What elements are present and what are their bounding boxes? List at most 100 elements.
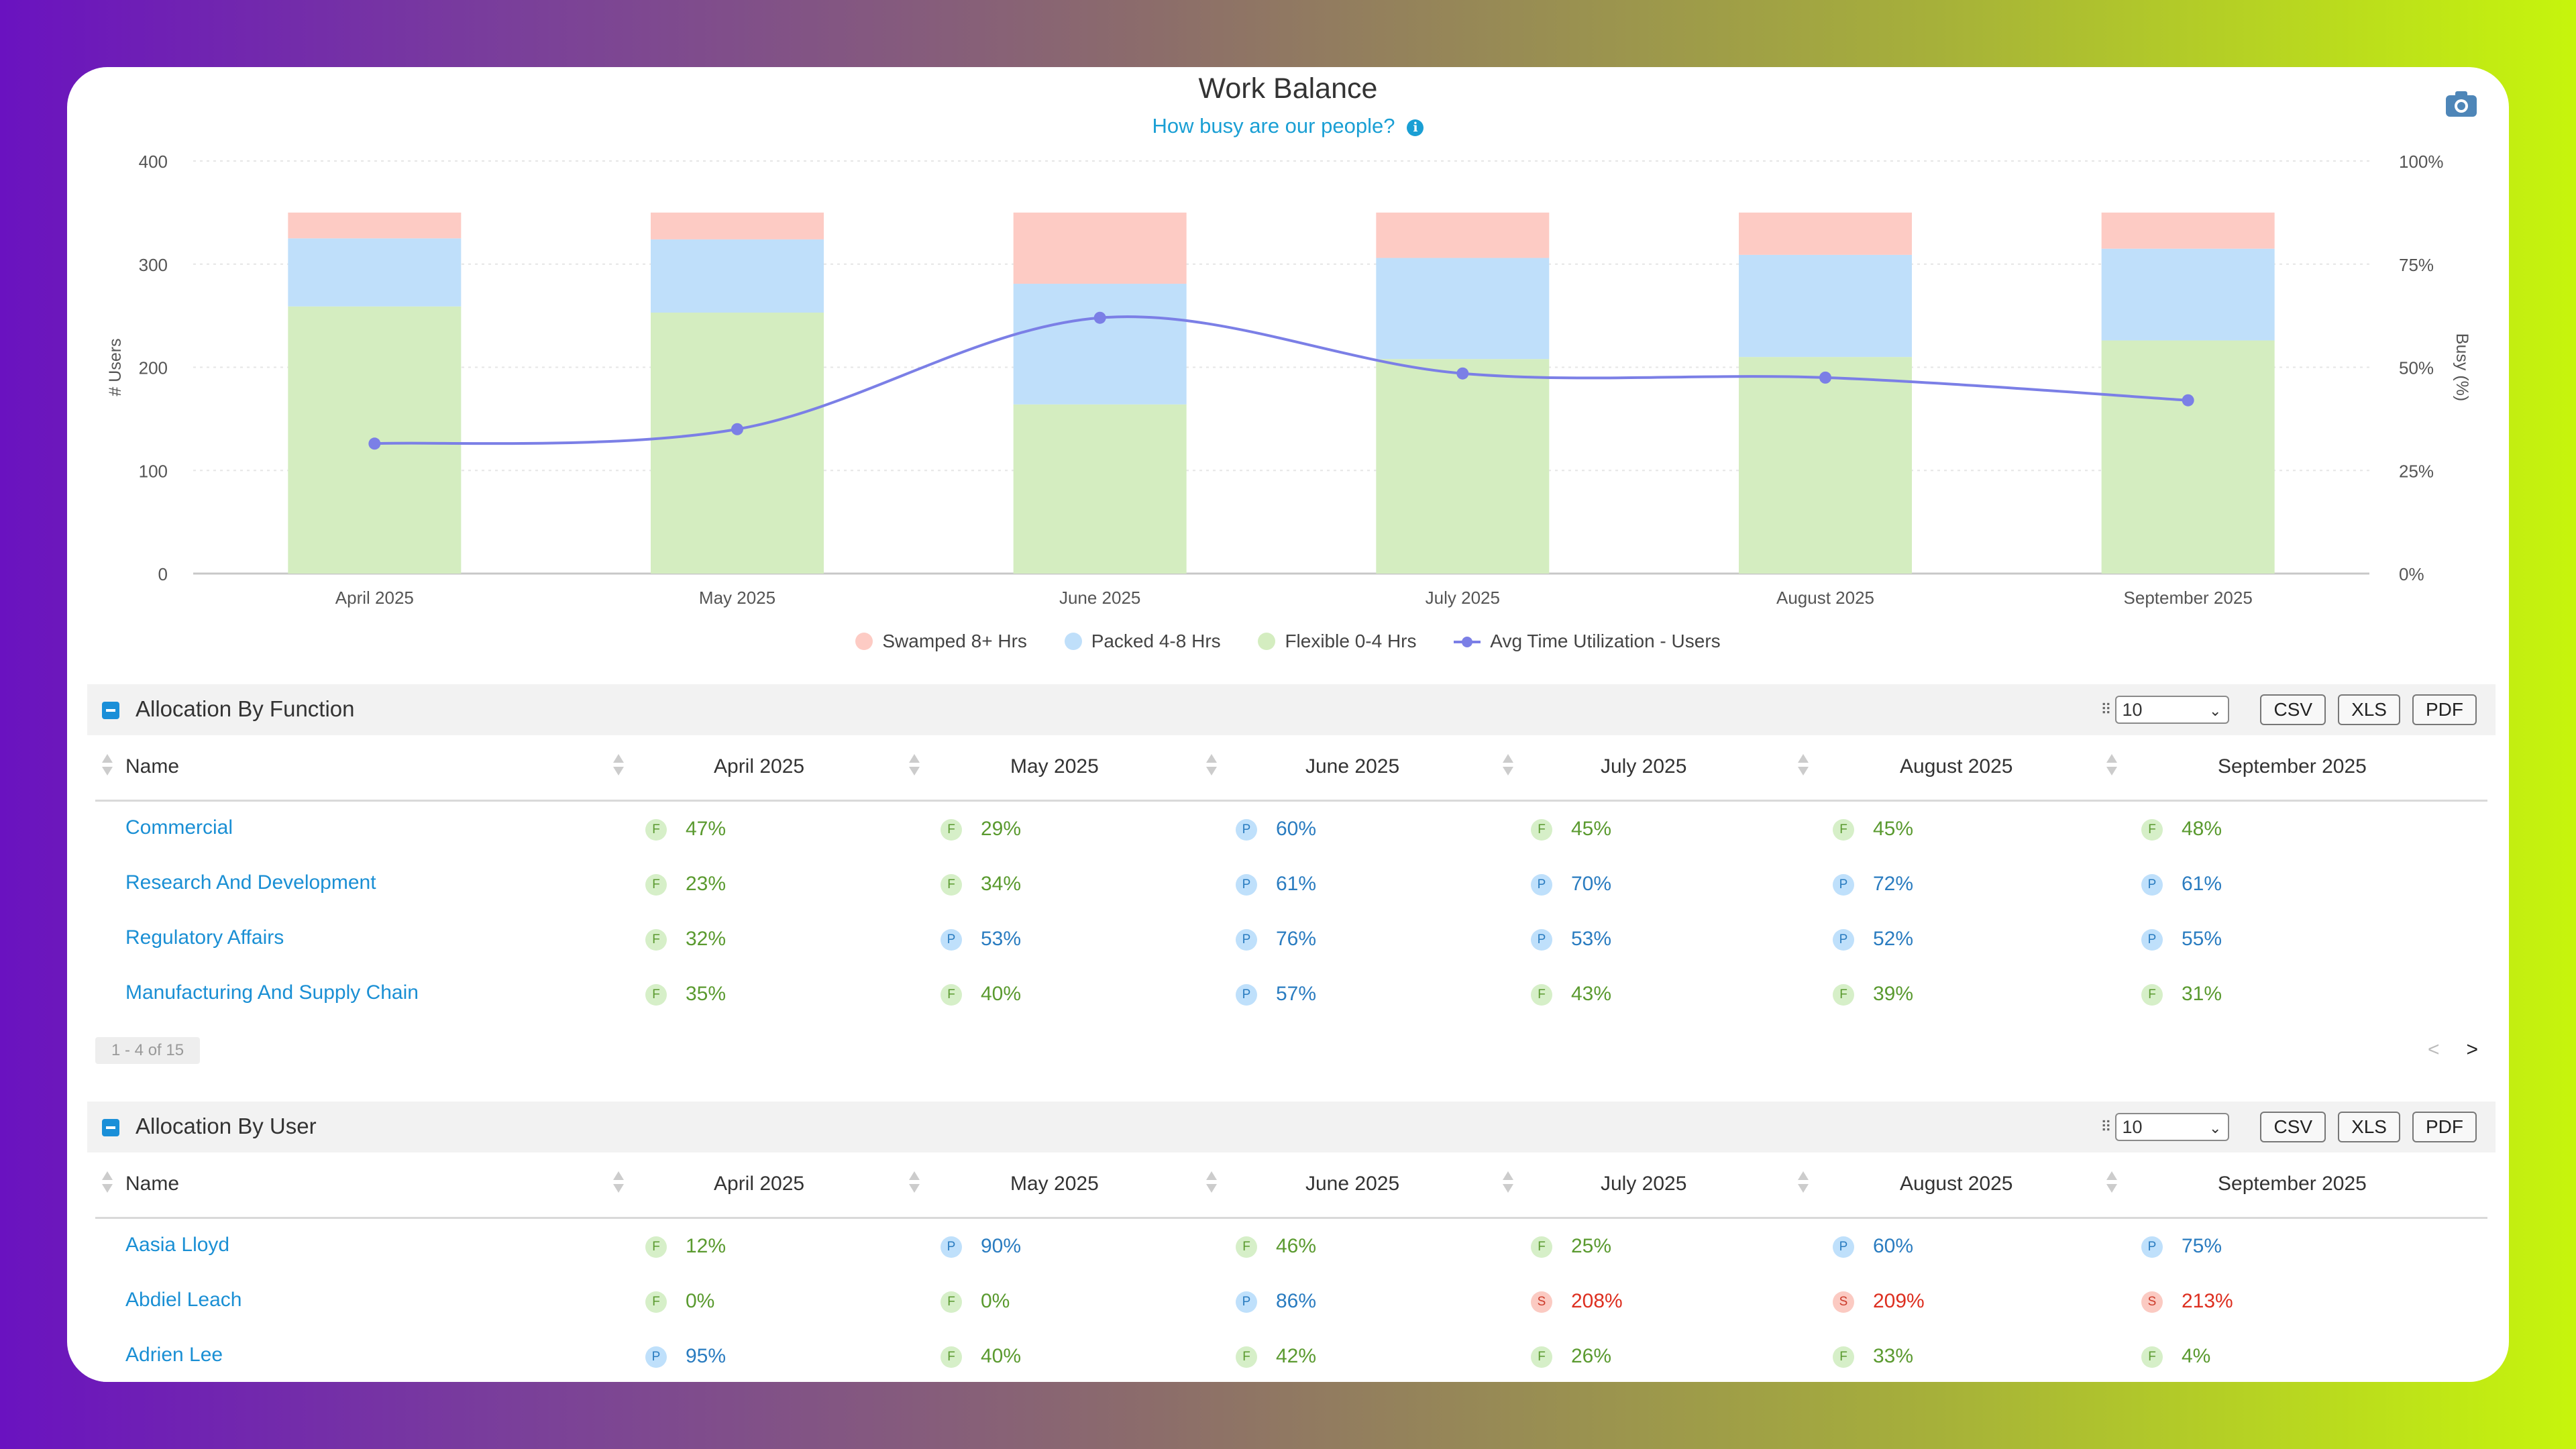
legend-swamped[interactable]: Swamped 8+ Hrs [855, 631, 1027, 652]
sort-icon[interactable] [102, 754, 113, 778]
table-header-row: Name April 2025 May 2025 June 2025 July 2025… [95, 1152, 2487, 1219]
column-header-month[interactable]: May 2025 [1010, 755, 1099, 777]
column-header-month[interactable]: June 2025 [1305, 755, 1400, 777]
column-header-month[interactable]: July 2025 [1601, 755, 1687, 777]
x-tick-label: May 2025 [699, 588, 775, 608]
bar-segment[interactable] [651, 212, 824, 239]
utilization-point[interactable] [1456, 367, 1469, 380]
row-name-link[interactable]: Commercial [125, 816, 233, 839]
column-header-month[interactable]: July 2025 [1601, 1173, 1687, 1195]
chart-subtitle-text[interactable]: How busy are our people? [1152, 114, 1395, 138]
user-pdf-button[interactable]: PDF [2412, 1112, 2477, 1142]
sort-icon[interactable] [1206, 1171, 1217, 1195]
utilization-point[interactable] [1819, 371, 1831, 384]
status-badge: F [645, 929, 667, 951]
status-badge: F [941, 1291, 962, 1313]
legend-flexible-dot [1258, 633, 1276, 650]
utilization-point[interactable] [368, 437, 381, 450]
utilization-point[interactable] [2182, 394, 2194, 407]
sort-icon[interactable] [2106, 754, 2117, 778]
column-header-month[interactable]: August 2025 [1900, 755, 2013, 777]
function-xls-button[interactable]: XLS [2338, 694, 2400, 725]
legend-flexible[interactable]: Flexible 0-4 Hrs [1258, 631, 1417, 652]
chart-legend: Swamped 8+ Hrs Packed 4-8 Hrs Flexible 0… [67, 631, 2509, 652]
function-csv-button[interactable]: CSV [2260, 694, 2326, 725]
sort-icon[interactable] [2106, 1171, 2117, 1195]
legend-avg-label: Avg Time Utilization - Users [1490, 631, 1721, 651]
info-icon[interactable]: i [1407, 119, 1424, 136]
allocation-cell: P 53% [941, 928, 1034, 955]
column-header-month[interactable]: August 2025 [1900, 1173, 2013, 1195]
allocation-cell: F 0% [645, 1290, 739, 1317]
sort-icon[interactable] [1798, 754, 1809, 778]
sort-icon[interactable] [613, 754, 624, 778]
status-badge: F [645, 819, 667, 841]
column-header-name[interactable]: Name [125, 755, 180, 777]
row-name-link[interactable]: Manufacturing And Supply Chain [125, 981, 419, 1004]
status-badge: P [1236, 819, 1257, 841]
sort-icon[interactable] [1206, 754, 1217, 778]
sort-icon[interactable] [102, 1171, 113, 1195]
chevron-down-icon: ⌄ [2209, 702, 2222, 719]
bar-segment[interactable] [651, 313, 824, 574]
legend-avg-utilization[interactable]: Avg Time Utilization - Users [1454, 631, 1721, 652]
column-header-month[interactable]: April 2025 [714, 1173, 805, 1195]
allocation-percent: 31% [2182, 983, 2222, 1005]
row-name-link[interactable]: Research And Development [125, 871, 376, 894]
prev-page-button[interactable]: < [2427, 1038, 2440, 1061]
sort-icon[interactable] [1503, 1171, 1513, 1195]
bar-segment[interactable] [1376, 212, 1550, 258]
sort-icon[interactable] [1503, 754, 1513, 778]
chart-subtitle[interactable]: How busy are our people? i [67, 114, 2509, 138]
function-page-size-select[interactable]: 10 ⌄ [2115, 696, 2230, 724]
bar-segment[interactable] [288, 212, 462, 239]
bar-segment[interactable] [1376, 258, 1550, 360]
row-name-link[interactable]: Abdiel Leach [125, 1289, 242, 1311]
bar-segment[interactable] [1013, 283, 1187, 405]
column-header-month[interactable]: September 2025 [2218, 1173, 2367, 1195]
bar-segment[interactable] [2101, 212, 2275, 249]
status-badge: F [941, 874, 962, 896]
bar-segment[interactable] [288, 238, 462, 307]
next-page-button[interactable]: > [2466, 1038, 2478, 1061]
column-header-month[interactable]: September 2025 [2218, 755, 2367, 777]
bar-segment[interactable] [1739, 212, 1912, 255]
user-csv-button[interactable]: CSV [2260, 1112, 2326, 1142]
row-name-link[interactable]: Aasia Lloyd [125, 1234, 230, 1256]
y2-tick-label: 0% [2399, 564, 2424, 584]
y-tick-label: 100 [139, 461, 168, 481]
row-name-link[interactable]: Adrien Lee [125, 1344, 223, 1366]
sort-icon[interactable] [1798, 1171, 1809, 1195]
user-xls-button[interactable]: XLS [2338, 1112, 2400, 1142]
column-header-month[interactable]: April 2025 [714, 755, 805, 777]
legend-packed-label: Packed 4-8 Hrs [1091, 631, 1221, 651]
function-pdf-button[interactable]: PDF [2412, 694, 2477, 725]
allocation-cell: F 0% [941, 1290, 1034, 1317]
sort-icon[interactable] [909, 1171, 920, 1195]
bar-segment[interactable] [1013, 404, 1187, 574]
column-header-month[interactable]: June 2025 [1305, 1173, 1400, 1195]
camera-icon[interactable] [2443, 86, 2479, 122]
sort-icon[interactable] [613, 1171, 624, 1195]
collapse-minus-icon[interactable] [102, 702, 119, 719]
column-header-month[interactable]: May 2025 [1010, 1173, 1099, 1195]
bar-segment[interactable] [2101, 248, 2275, 341]
utilization-point[interactable] [1093, 311, 1106, 324]
collapse-minus-icon[interactable] [102, 1119, 119, 1136]
utilization-point[interactable] [731, 423, 743, 435]
bar-segment[interactable] [651, 239, 824, 313]
status-badge: P [1236, 929, 1257, 951]
bar-segment[interactable] [1739, 254, 1912, 358]
bar-segment[interactable] [2101, 340, 2275, 574]
bar-segment[interactable] [1013, 212, 1187, 284]
bar-segment[interactable] [1376, 359, 1550, 574]
bar-segment[interactable] [1739, 357, 1912, 574]
allocation-percent: 32% [686, 928, 727, 950]
allocation-percent: 40% [981, 1345, 1022, 1367]
column-header-name[interactable]: Name [125, 1173, 180, 1195]
sort-icon[interactable] [909, 754, 920, 778]
row-name-link[interactable]: Regulatory Affairs [125, 926, 284, 949]
legend-packed[interactable]: Packed 4-8 Hrs [1064, 631, 1221, 652]
user-page-size-select[interactable]: 10 ⌄ [2115, 1113, 2230, 1141]
status-badge: P [1236, 1291, 1257, 1313]
